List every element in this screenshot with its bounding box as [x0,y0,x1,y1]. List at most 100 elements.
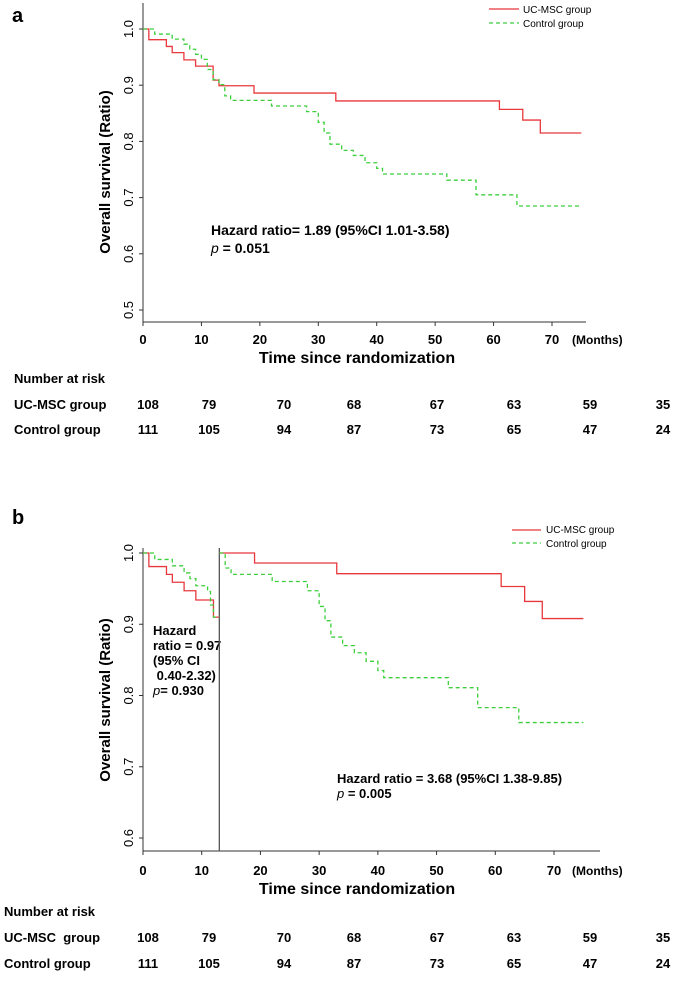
control-survival-curve [143,28,582,207]
panel-label-a: a [12,5,24,27]
x-tick-label: 40 [371,863,385,878]
risk-count: 59 [583,397,597,412]
x-tick-label: 60 [486,332,500,347]
risk-count: 108 [137,397,159,412]
x-tick-label: 40 [369,332,383,347]
risk-values-a: 108 79 70 68 67 63 59 35 111 105 94 87 73 65 47 24 [137,397,671,437]
p-symbol: p [210,240,219,256]
hazard-ratio-text-b-early: Hazard ratio = 0.97 (95% CI 0.40-2.32) p… [152,623,221,698]
ucmsc-survival-curve [219,552,584,620]
risk-table-a: Number at risk UC-MSC group Control grou… [14,371,671,437]
y-tick-label: 0.9 [121,76,136,94]
risk-count: 68 [347,930,361,945]
risk-count: 79 [202,930,216,945]
y-axis-label-b: Overall survival (Ratio) [97,618,114,781]
y-tick-label: 1.0 [121,544,136,562]
risk-count: 108 [137,930,159,945]
panel-a: a Overall survival (Ratio) Time since ra… [12,5,671,437]
risk-count: 94 [277,956,292,971]
x-tick-label: 30 [312,863,326,878]
y-tick-label: 1.0 [121,20,136,38]
legend-a: UC-MSC group Control group [489,5,592,30]
risk-count: 35 [656,397,670,412]
legend-label-control: Control group [523,19,584,30]
x-tick-label: 0 [139,332,146,347]
p-value: = 0.930 [160,683,204,698]
annotation-line: (95% CI [153,653,200,668]
risk-count: 63 [507,930,521,945]
x-tick-label: 0 [139,863,146,878]
p-symbol: p [152,683,160,698]
x-tick-label: 20 [253,332,267,347]
risk-row-label: Control group [14,422,101,437]
annotation-line: Hazard [153,623,196,638]
y-tick-label: 0.8 [121,132,136,150]
x-tick-label: 10 [194,863,208,878]
y-tick-label: 0.7 [121,189,136,207]
hazard-ratio-text-a: Hazard ratio= 1.89 (95%CI 1.01-3.58) [211,222,450,238]
legend-label-control: Control group [546,539,607,550]
risk-count: 105 [198,956,220,971]
risk-count: 111 [138,422,158,437]
y-tick-label: 0.5 [121,301,136,319]
control-survival-curve [143,552,220,618]
x-tick-label: 10 [194,332,208,347]
ucmsc-survival-curve [143,552,220,618]
x-tick-label: 70 [545,332,559,347]
x-axis-label-b: Time since randomization [259,881,455,898]
risk-count: 105 [198,422,220,437]
risk-count: 79 [202,397,216,412]
risk-count: 63 [507,397,521,412]
risk-count: 47 [583,956,597,971]
risk-count: 24 [656,422,671,437]
y-tick-label: 0.9 [121,615,136,633]
y-tick-label: 0.6 [121,829,136,847]
x-tick-label: 60 [488,863,502,878]
risk-count: 65 [507,956,521,971]
risk-count: 67 [430,930,444,945]
risk-count: 67 [430,397,444,412]
plot-area-b: 0 10 20 30 40 50 60 70 0.6 0.7 0.8 0.9 1.0 [121,544,600,878]
risk-row-label: Control group [4,956,91,971]
p-value: = 0.051 [219,240,270,256]
risk-row-label: UC-MSC group [4,930,100,945]
hazard-ratio-text-b-late: Hazard ratio = 3.68 (95%CI 1.38-9.85) [337,771,562,786]
risk-table-title-b: Number at risk [4,904,96,919]
panel-b: b Overall survival (Ratio) Time since ra… [4,507,671,971]
x-tick-label: 70 [547,863,561,878]
risk-count: 111 [138,956,158,971]
risk-count: 70 [277,930,291,945]
risk-row-label: UC-MSC group [14,397,106,412]
risk-count: 24 [656,956,671,971]
risk-count: 70 [277,397,291,412]
y-axis-label-a: Overall survival (Ratio) [97,90,114,253]
risk-count: 68 [347,397,361,412]
control-survival-curve [219,552,584,724]
risk-count: 73 [430,956,444,971]
x-unit-label-b: (Months) [572,864,623,878]
plot-area-a: 0 10 20 30 40 50 60 70 0.5 0.6 0.7 0.8 0.9 1.0 [121,3,586,347]
p-value: = 0.005 [344,786,391,801]
annotation-line: 0.40-2.32) [153,668,216,683]
x-tick-label: 30 [311,332,325,347]
risk-count: 73 [430,422,444,437]
x-axis-label-a: Time since randomization [259,350,455,367]
y-tick-label: 0.6 [121,245,136,263]
risk-count: 35 [656,930,670,945]
p-value-text-b-early: p= 0.930 [152,683,204,698]
risk-count: 47 [583,422,597,437]
x-tick-label: 20 [253,863,267,878]
annotation-line: ratio = 0.97 [153,638,221,653]
risk-count: 87 [347,956,361,971]
y-tick-label: 0.7 [121,758,136,776]
risk-table-title-a: Number at risk [14,371,106,386]
legend-label-ucmsc: UC-MSC group [546,525,615,536]
x-tick-label: 50 [428,332,442,347]
legend-b: UC-MSC group Control group [512,525,615,550]
risk-count: 59 [583,930,597,945]
risk-count: 94 [277,422,292,437]
risk-table-b: Number at risk UC-MSC group Control grou… [4,904,671,971]
ucmsc-survival-curve [143,28,582,134]
y-tick-label: 0.8 [121,686,136,704]
